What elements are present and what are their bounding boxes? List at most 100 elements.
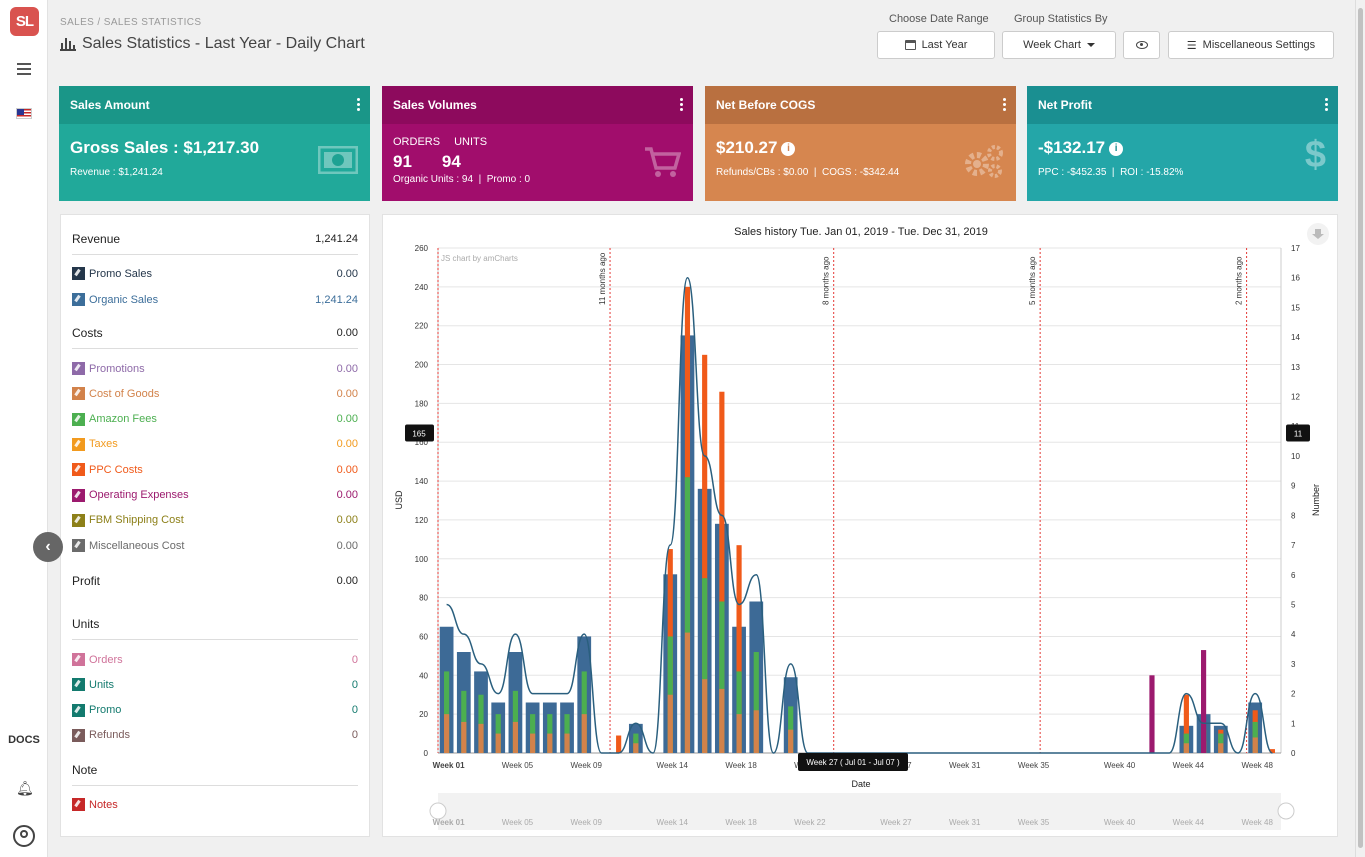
cursor-y-label: 165 — [412, 430, 426, 439]
item-value: 0 — [351, 653, 358, 666]
color-swatch-icon — [72, 293, 85, 306]
breakdown-item-units[interactable]: Units 0 — [72, 678, 358, 692]
collapse-panel-button[interactable]: ‹ — [33, 532, 63, 562]
color-swatch-icon — [72, 488, 85, 502]
breakdown-item-miscellaneous-cost[interactable]: Miscellaneous Cost 0.00 — [72, 539, 358, 553]
date-range-button[interactable]: Last Year — [877, 31, 995, 59]
breakdown-item-ppc-costs[interactable]: PPC Costs 0.00 — [72, 463, 358, 477]
refunds-cogs-subtext: Refunds/CBs : $0.00 | COGS : -$342.44 — [716, 167, 900, 178]
gross-sales-value: Gross Sales : $1,217.30 — [70, 138, 260, 157]
bar-cost-of-goods — [564, 733, 570, 753]
item-label: Orders — [89, 653, 123, 666]
menu-icon[interactable] — [17, 63, 31, 75]
item-value: 0.00 — [336, 539, 358, 552]
y-tick-label: 200 — [415, 361, 429, 370]
page-scrollbar[interactable] — [1355, 0, 1365, 857]
units-value: 94 — [441, 152, 461, 171]
scrollbar-tick-label: Week 31 — [949, 818, 981, 827]
scrollbar-left-handle — [429, 802, 447, 820]
breadcrumb: SALES / SALES STATISTICS — [60, 17, 202, 28]
y2-tick-label: 12 — [1291, 393, 1300, 402]
page-title: Sales Statistics - Last Year - Daily Cha… — [60, 35, 365, 53]
color-swatch-icon — [72, 463, 85, 477]
net-before-cogs-value: $210.27 — [716, 138, 778, 157]
item-value: 1,241.24 — [315, 293, 358, 306]
breakdown-item-orders[interactable]: Orders 0 — [72, 653, 358, 666]
x-tick-label: Week 35 — [1018, 761, 1050, 770]
costs-value: 0.00 — [336, 327, 358, 339]
misc-settings-button[interactable]: ☰ Miscellaneous Settings — [1168, 31, 1334, 59]
breakdown-item-operating-expenses[interactable]: Operating Expenses 0.00 — [72, 488, 358, 502]
group-by-dropdown[interactable]: Week Chart — [1002, 31, 1116, 59]
y2-tick-label: 3 — [1291, 660, 1296, 669]
more-vertical-icon[interactable] — [357, 98, 360, 113]
notes-item[interactable]: Notes — [72, 798, 358, 811]
breakdown-item-refunds[interactable]: Refunds 0 — [72, 728, 358, 742]
breakdown-item-fbm-shipping-cost[interactable]: FBM Shipping Cost 0.00 — [72, 513, 358, 527]
gears-icon — [965, 145, 1003, 178]
item-label: Promo — [89, 704, 122, 717]
card-title: Net Before COGS — [716, 98, 816, 112]
item-value: 0.00 — [336, 514, 358, 527]
toggle-visibility-button[interactable] — [1123, 31, 1160, 59]
y-tick-label: 260 — [415, 244, 429, 253]
color-swatch-icon — [72, 513, 85, 527]
bar-cost-of-goods — [581, 714, 587, 753]
sliders-icon: ☰ — [1186, 39, 1197, 52]
color-swatch-icon — [72, 437, 85, 451]
y-tick-label: 40 — [419, 671, 428, 680]
bar-cost-of-goods — [684, 632, 691, 753]
y-tick-label: 120 — [415, 516, 429, 525]
chart-credit: JS chart by amCharts — [441, 254, 518, 263]
bar-cost-of-goods — [547, 733, 553, 753]
y-tick-label: 60 — [419, 632, 428, 641]
sales-history-chart: Sales history Tue. Jan 01, 2019 - Tue. D… — [382, 214, 1338, 837]
scrollbar-tick-label: Week 01 — [433, 818, 465, 827]
sales-volumes-card: Sales Volumes ORDERS UNITS 91 94 Organic… — [382, 86, 693, 201]
breakdown-item-organic-sales[interactable]: Organic Sales 1,241.24 — [72, 293, 358, 306]
y-tick-label: 240 — [415, 283, 429, 292]
docs-link[interactable]: DOCS — [8, 734, 40, 746]
y-tick-label: 0 — [424, 749, 429, 758]
bar-cost-of-goods — [495, 733, 501, 753]
info-icon[interactable]: i — [781, 142, 796, 156]
bar-ppc-costs — [616, 735, 622, 753]
breakdown-item-promotions[interactable]: Promotions 0.00 — [72, 362, 358, 375]
breakdown-item-amazon-fees[interactable]: Amazon Fees 0.00 — [72, 412, 358, 426]
cursor-x-label: Week 27 ( Jul 01 - Jul 07 ) — [806, 758, 900, 767]
item-value: 0.00 — [336, 387, 358, 400]
bar-operating-expenses — [1149, 675, 1155, 753]
bell-icon[interactable]: 🔔︎ — [16, 780, 34, 796]
bar-cost-of-goods — [1183, 743, 1189, 753]
breakdown-item-cost-of-goods[interactable]: Cost of Goods 0.00 — [72, 387, 358, 401]
more-vertical-icon[interactable] — [1325, 98, 1328, 113]
bar-ppc-costs — [1183, 694, 1189, 753]
calendar-icon — [904, 40, 916, 50]
scrollbar-tick-label: Week 40 — [1104, 818, 1136, 827]
y2-tick-label: 6 — [1291, 571, 1296, 580]
breakdown-item-promo-sales[interactable]: Promo Sales 0.00 — [72, 267, 358, 280]
card-header: Net Before COGS — [705, 86, 1016, 124]
more-vertical-icon[interactable] — [1003, 98, 1006, 113]
scrollbar-tick-label: Week 48 — [1241, 818, 1273, 827]
breakdown-item-taxes[interactable]: Taxes 0.00 — [72, 437, 358, 451]
bar-ppc-costs — [736, 545, 742, 753]
user-account-icon[interactable] — [13, 825, 35, 847]
item-label: Miscellaneous Cost — [89, 539, 185, 552]
info-icon[interactable]: i — [1109, 142, 1124, 156]
color-swatch-icon — [72, 387, 85, 401]
bar-amazon-fees — [684, 477, 691, 753]
us-flag-icon[interactable] — [16, 108, 32, 119]
y2-axis-title: Number — [1311, 484, 1321, 516]
notes-color-swatch — [72, 798, 85, 811]
app-logo[interactable]: SL — [10, 7, 39, 36]
y2-tick-label: 16 — [1291, 274, 1300, 283]
net-before-cogs-card: Net Before COGS $210.27 i Refunds/CBs : $… — [705, 86, 1016, 201]
item-label: Promo Sales — [89, 267, 152, 280]
guide-label: 11 months ago — [598, 252, 607, 305]
left-sidebar: SL DOCS 🔔︎ — [0, 0, 48, 857]
breakdown-item-promo[interactable]: Promo 0 — [72, 703, 358, 717]
more-vertical-icon[interactable] — [680, 98, 683, 113]
ppc-roi-subtext: PPC : -$452.35 | ROI : -15.82% — [1038, 167, 1184, 178]
guide-label: 2 months ago — [1235, 256, 1244, 305]
